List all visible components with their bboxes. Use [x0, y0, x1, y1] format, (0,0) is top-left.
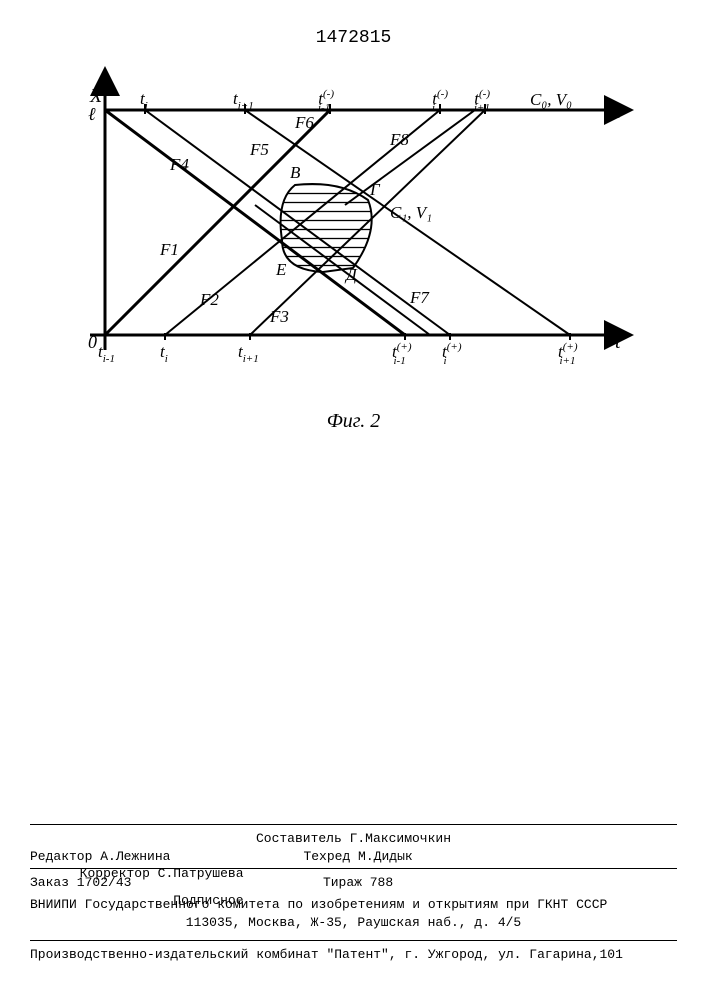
divider	[30, 824, 677, 825]
svg-text:t(-)i+1: t(-)i+1	[474, 88, 490, 114]
diagram-svg: X t t 0 ℓ F1 F2 F3 F4 F5 F6 F7 F8 В Г Е …	[70, 90, 640, 420]
svg-text:В: В	[290, 163, 301, 182]
svg-text:F5: F5	[249, 140, 269, 159]
svg-text:F4: F4	[169, 155, 189, 174]
svg-text:t(+)i: t(+)i	[442, 341, 462, 367]
techred: Техред М.Дидык	[251, 848, 465, 866]
svg-text:ℓ: ℓ	[88, 104, 96, 124]
compiler-line: Составитель Г.Максимочкин	[30, 830, 677, 848]
svg-text:F6: F6	[294, 113, 314, 132]
editor: Редактор А.Лежнина	[30, 848, 244, 866]
divider	[30, 868, 677, 869]
svg-text:F2: F2	[199, 290, 219, 309]
svg-text:t(+)i+1: t(+)i+1	[558, 341, 578, 367]
svg-text:t: t	[615, 101, 621, 123]
svg-text:Д: Д	[344, 265, 358, 284]
vniipi-line: ВНИИПИ Государственного комитета по изоб…	[30, 896, 677, 914]
figure-diagram: X t t 0 ℓ F1 F2 F3 F4 F5 F6 F7 F8 В Г Е …	[70, 90, 640, 420]
footer-vniipi: ВНИИПИ Государственного комитета по изоб…	[30, 896, 677, 931]
svg-text:F1: F1	[159, 240, 179, 259]
order-no: Заказ 1702/43	[30, 874, 244, 892]
svg-text:Е: Е	[275, 260, 287, 279]
svg-text:Г: Г	[369, 180, 381, 199]
page-number: 1472815	[0, 28, 707, 48]
svg-text:ti+1: ti+1	[238, 342, 259, 365]
footer-plant: Производственно-издательский комбинат "П…	[30, 946, 677, 964]
figure-caption: Фиг. 2	[0, 410, 707, 433]
svg-text:F8: F8	[389, 130, 409, 149]
svg-text:ti: ti	[160, 342, 168, 365]
address-line: 113035, Москва, Ж-35, Раушская наб., д. …	[30, 914, 677, 932]
tirazh: Тираж 788	[251, 874, 465, 892]
svg-text:C₁, V₁: C₁, V₁	[390, 203, 432, 222]
svg-text:t: t	[615, 331, 621, 353]
svg-text:F3: F3	[269, 307, 289, 326]
svg-text:C₀, V₀: C₀, V₀	[530, 90, 572, 109]
svg-text:t(+)i-1: t(+)i-1	[392, 341, 412, 367]
svg-text:F7: F7	[409, 288, 430, 307]
divider	[30, 940, 677, 941]
svg-text:0: 0	[88, 332, 97, 352]
